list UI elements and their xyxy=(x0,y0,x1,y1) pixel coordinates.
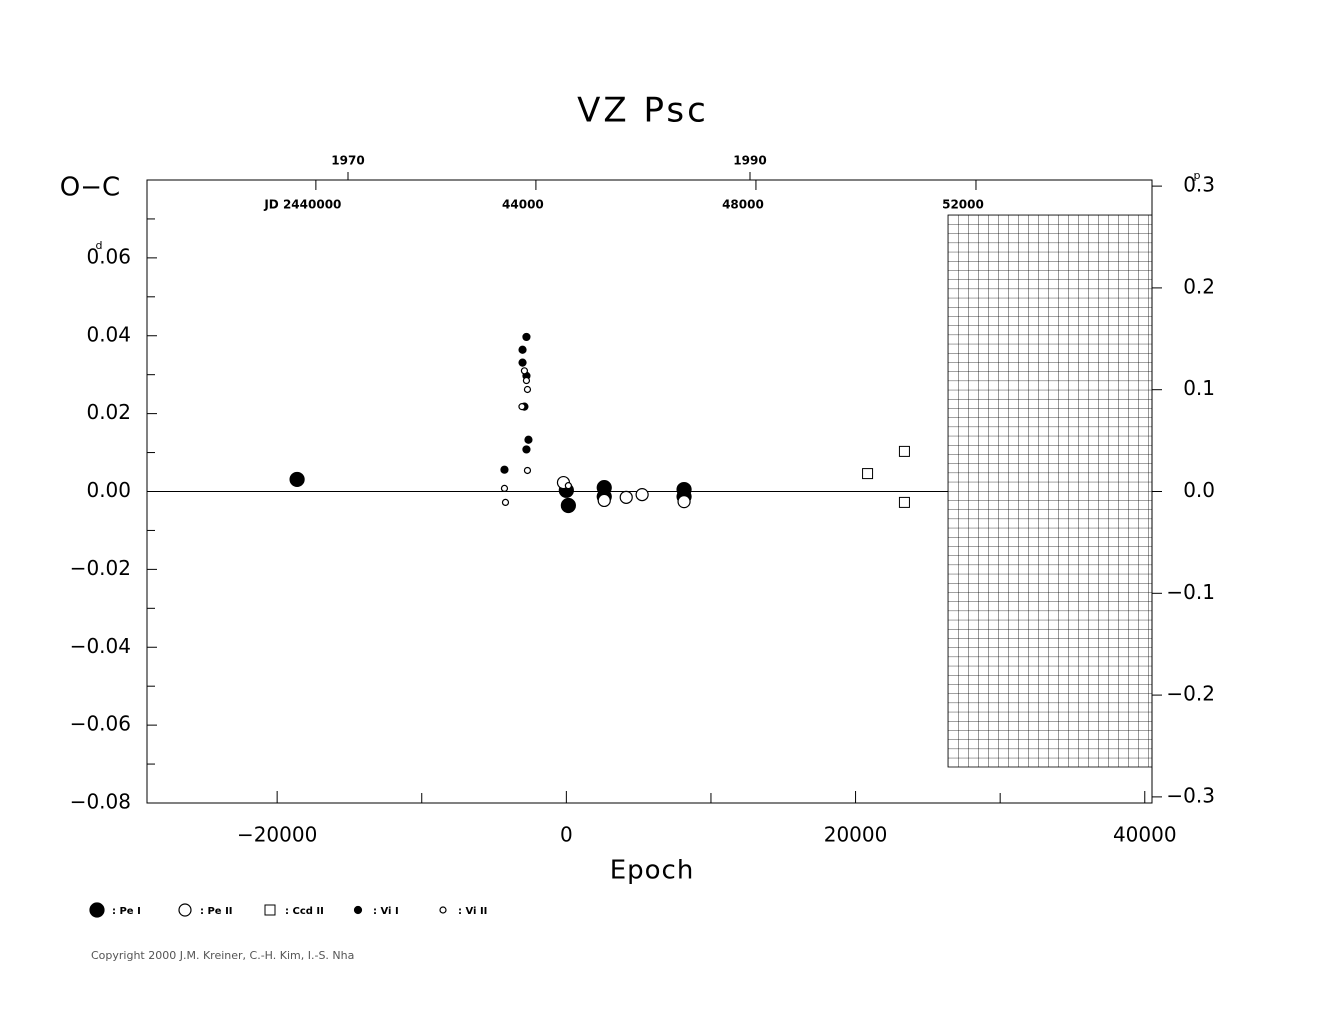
point xyxy=(898,496,910,508)
point xyxy=(524,435,533,444)
point xyxy=(560,497,576,514)
x-tick-label: 0 xyxy=(560,823,573,847)
y2-tick-label: 0.2 xyxy=(1183,274,1215,298)
y2-tick-label: −0.3 xyxy=(1166,783,1215,807)
legend-marker xyxy=(439,906,447,914)
y2-unit: p xyxy=(1194,169,1201,182)
jd-tick-label: JD 2440000 xyxy=(263,198,341,212)
x-tick-label: 20000 xyxy=(824,823,888,847)
y2-tick-label: 0.1 xyxy=(1183,376,1215,400)
legend-marker xyxy=(264,904,276,916)
hatched-region xyxy=(947,214,1153,768)
point xyxy=(518,403,526,411)
point xyxy=(523,466,532,475)
jd-tick-label: 48000 xyxy=(722,198,764,212)
point xyxy=(619,490,633,504)
x-tick-label: −20000 xyxy=(237,823,317,847)
point xyxy=(518,358,527,367)
x-axis-title: Epoch xyxy=(610,856,695,886)
y2-tick-label: −0.1 xyxy=(1166,580,1215,604)
legend-label: : Ccd II xyxy=(285,906,324,917)
point xyxy=(522,445,531,454)
point xyxy=(522,376,531,385)
y2-tick-label: −0.2 xyxy=(1166,682,1215,706)
copyright: Copyright 2000 J.M. Kreiner, C.-H. Kim, … xyxy=(91,949,354,962)
y-tick-label: 0.06 xyxy=(86,244,131,268)
point xyxy=(635,488,649,502)
point xyxy=(500,465,509,474)
legend-marker xyxy=(178,903,192,917)
y-tick-label: −0.02 xyxy=(70,556,131,580)
point xyxy=(523,385,532,394)
point xyxy=(518,345,527,354)
y-tick-label: 0.04 xyxy=(86,322,131,346)
point xyxy=(520,367,529,375)
legend-label: : Pe I xyxy=(112,906,141,917)
y-tick-label: −0.04 xyxy=(70,634,131,658)
legend-label: : Vi II xyxy=(458,906,487,917)
point xyxy=(500,484,509,492)
point xyxy=(898,445,910,457)
y-unit: d xyxy=(96,239,103,252)
y-tick-label: 0.00 xyxy=(86,478,131,502)
jd-tick-label: 44000 xyxy=(502,198,544,212)
point xyxy=(289,471,305,488)
y-tick-label: 0.02 xyxy=(86,400,131,424)
point xyxy=(501,498,510,507)
point xyxy=(862,468,874,480)
y2-tick-label: 0.0 xyxy=(1183,478,1215,502)
y-tick-label: −0.08 xyxy=(70,790,131,814)
y-tick-label: −0.06 xyxy=(70,712,131,736)
x-tick-label: 40000 xyxy=(1113,823,1177,847)
jd-tick-label: 52000 xyxy=(942,198,984,212)
legend-marker xyxy=(353,905,363,915)
point xyxy=(564,482,572,490)
point xyxy=(677,495,691,509)
legend-label: : Vi I xyxy=(373,906,399,917)
point xyxy=(522,332,531,342)
legend-marker xyxy=(89,902,105,918)
y2-tick-label: 0.3 xyxy=(1183,173,1215,197)
year-tick-label: 1990 xyxy=(733,154,766,168)
year-tick-label: 1970 xyxy=(331,154,364,168)
legend-label: : Pe II xyxy=(200,906,233,917)
point xyxy=(597,493,611,508)
chart-title: VZ Psc xyxy=(577,91,709,131)
y-axis-title: O−C xyxy=(60,173,120,203)
